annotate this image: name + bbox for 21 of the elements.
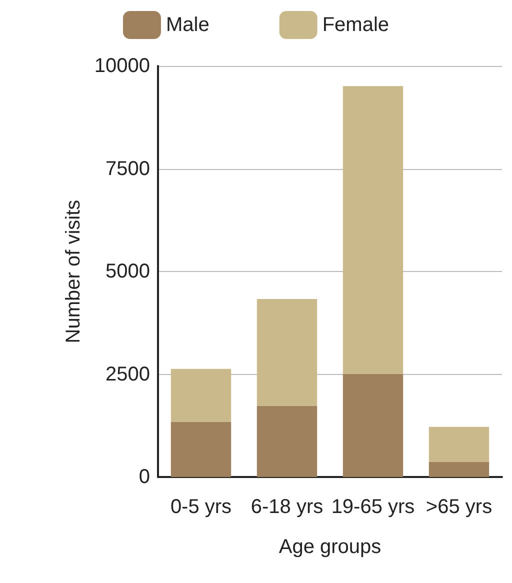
bar	[428, 462, 490, 477]
bar	[428, 426, 490, 462]
bar	[256, 299, 318, 406]
x-tick-label: >65 yrs	[426, 496, 492, 518]
y-tick-label: 5000	[106, 260, 150, 282]
y-tick-label: 0	[138, 466, 150, 488]
legend-label: Male	[166, 14, 210, 36]
x-tick-label: 0-5 yrs	[170, 496, 232, 518]
bar	[170, 368, 232, 422]
bar	[256, 406, 318, 477]
bar	[342, 86, 404, 374]
y-tick-label: 7500	[106, 158, 150, 180]
y-tick-label: 10000	[94, 55, 150, 77]
bar	[342, 374, 404, 477]
y-tick-label: 2500	[106, 363, 150, 386]
legend-label: Female	[322, 14, 390, 36]
x-axis-title: Age groups	[278, 536, 382, 558]
x-tick-label: 6-18 yrs	[250, 496, 324, 518]
x-tick-label: 19-65 yrs	[331, 496, 415, 518]
y-axis-title: Number of visits	[62, 200, 84, 344]
bar	[170, 422, 232, 477]
